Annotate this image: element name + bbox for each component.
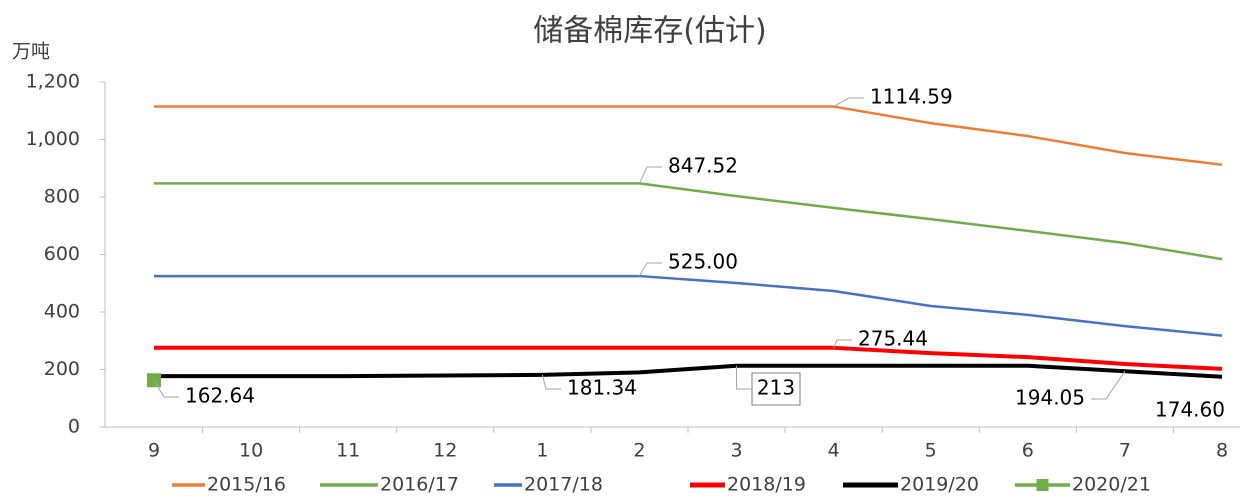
legend-marker (1036, 479, 1049, 491)
data-label: 847.52 (668, 154, 738, 178)
x-tick-label: 1 (536, 440, 548, 462)
x-tick-label: 9 (148, 440, 160, 462)
x-tick-label: 2 (633, 440, 645, 462)
legend-label: 2020/21 (1072, 474, 1151, 496)
leader-line (639, 262, 662, 277)
x-tick-label: 4 (828, 440, 840, 462)
y-tick-label: 1,000 (26, 128, 80, 150)
label-box (751, 372, 801, 406)
data-label: 194.05 (1015, 386, 1085, 410)
leader-line (541, 374, 561, 390)
series-line (154, 363, 1223, 379)
y-tick-label: 600 (44, 243, 80, 265)
series-line (154, 274, 1223, 337)
legend-label: 2019/20 (900, 474, 979, 496)
leader-line (833, 339, 852, 349)
leader-line (153, 379, 179, 398)
data-label: 213 (757, 376, 795, 400)
leader-line (736, 365, 752, 390)
x-tick-label: 6 (1022, 440, 1034, 462)
y-axis-label: 万吨 (12, 41, 50, 63)
series-line (154, 105, 1223, 167)
y-tick-label: 200 (44, 358, 80, 380)
legend-label: 2018/19 (727, 474, 806, 496)
y-tick-label: 1,200 (26, 71, 80, 93)
y-tick-label: 0 (68, 416, 80, 438)
data-label: 181.34 (567, 376, 637, 400)
x-tick-label: 11 (336, 440, 360, 462)
legend-label: 2015/16 (207, 474, 286, 496)
x-tick-label: 10 (239, 440, 263, 462)
data-label: 525.00 (668, 250, 738, 274)
series-line (154, 345, 1223, 371)
data-label: 174.60 (1155, 398, 1225, 422)
x-tick-label: 8 (1216, 440, 1228, 462)
leader-line (638, 166, 662, 184)
legend-label: 2016/17 (380, 474, 459, 496)
y-tick-label: 400 (44, 301, 80, 323)
y-tick-label: 800 (44, 186, 80, 208)
legend-label: 2017/18 (524, 474, 603, 496)
leader-line (833, 97, 864, 107)
chart-title: 储备棉库存(估计) (533, 14, 766, 49)
x-tick-label: 3 (730, 440, 742, 462)
leader-line (1091, 370, 1126, 400)
x-tick-label: 12 (433, 440, 457, 462)
data-label: 1114.59 (870, 85, 953, 109)
series-line (154, 182, 1223, 261)
data-label: 162.64 (185, 384, 255, 408)
data-label: 275.44 (858, 327, 928, 351)
x-tick-label: 7 (1119, 440, 1131, 462)
x-tick-label: 5 (925, 440, 937, 462)
